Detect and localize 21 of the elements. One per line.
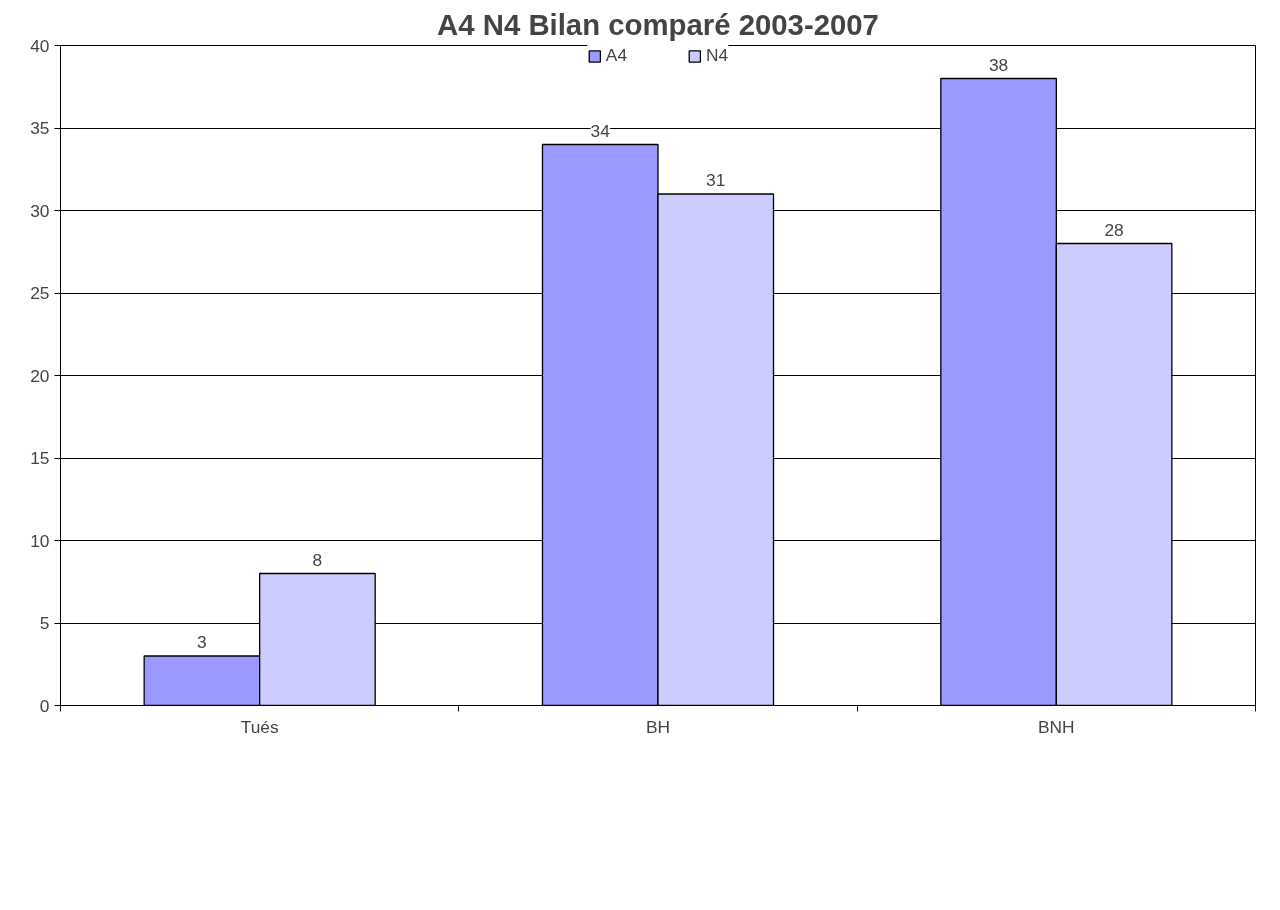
y-tick-label: 10 [30,530,50,551]
y-tick-label: 35 [30,118,50,138]
legend-label: N4 [706,45,729,66]
data-label: 3 [197,632,207,652]
data-label: 8 [312,549,323,570]
legend-label: A4 [605,45,628,66]
data-label: 34 [590,120,611,141]
x-tick-label: BNH [1038,716,1075,737]
y-tick-label: 15 [30,448,50,468]
y-tick-label: 25 [30,283,50,303]
x-tick-label: BH [645,716,671,737]
y-tick-label: 20 [30,365,50,386]
data-label: 38 [988,54,1009,75]
y-tick-label: 0 [39,695,50,716]
chart-title: A4 N4 Bilan comparé 2003-2007 [437,7,879,41]
data-label: 31 [706,170,726,190]
y-tick-label: 30 [30,200,50,221]
y-tick-label: 5 [39,613,50,633]
data-label: 28 [1104,219,1124,240]
x-tick-label: Tués [240,716,279,737]
y-tick-label: 40 [30,35,50,56]
